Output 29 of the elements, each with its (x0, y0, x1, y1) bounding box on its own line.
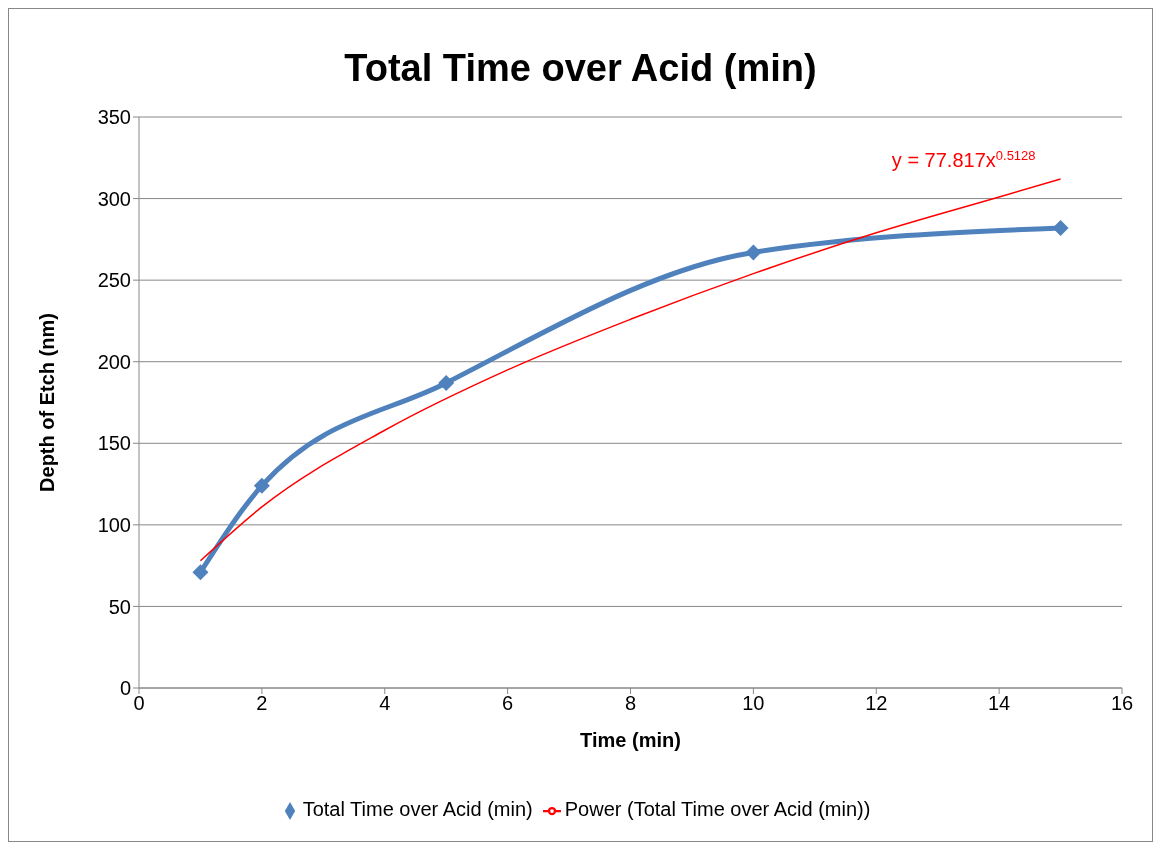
line-series (199, 178, 1062, 562)
y-tick-label: 200 (97, 350, 131, 373)
y-tick-label: 150 (97, 432, 131, 455)
point (745, 244, 762, 261)
point (438, 374, 455, 391)
x-axis-title: Time (min) (580, 729, 681, 752)
x-tick-label: 14 (988, 692, 1011, 715)
y-tick-label: 0 (119, 677, 131, 700)
chart-title: Total Time over Acid (min) (343, 46, 818, 91)
point (192, 564, 209, 581)
y-tick-label: 350 (97, 106, 131, 129)
x-tick-label: 0 (133, 692, 145, 715)
point (1052, 219, 1069, 236)
x-tick-label: 6 (502, 692, 514, 715)
point (253, 477, 270, 494)
y-axis-title: Depth of Etch (nm) (36, 313, 59, 492)
legend-label: Total Time over Acid (min) (302, 798, 533, 820)
x-tick-label: 10 (742, 692, 765, 715)
y-tick-label: 300 (97, 187, 131, 210)
x-tick-label: 16 (1110, 692, 1134, 715)
y-tick-label: 100 (97, 513, 131, 536)
annotation: y = 77.817x$^{0.5128}$ (891, 147, 1036, 171)
x-tick-label: 2 (256, 692, 268, 715)
legend-label: Power (Total Time over Acid (min)) (564, 798, 871, 820)
x-tick-label: 8 (624, 692, 637, 715)
x-tick-label: 4 (379, 692, 391, 715)
y-tick-label: 50 (108, 595, 131, 618)
y-tick-label: 250 (97, 269, 131, 292)
x-tick-label: 12 (865, 692, 888, 715)
